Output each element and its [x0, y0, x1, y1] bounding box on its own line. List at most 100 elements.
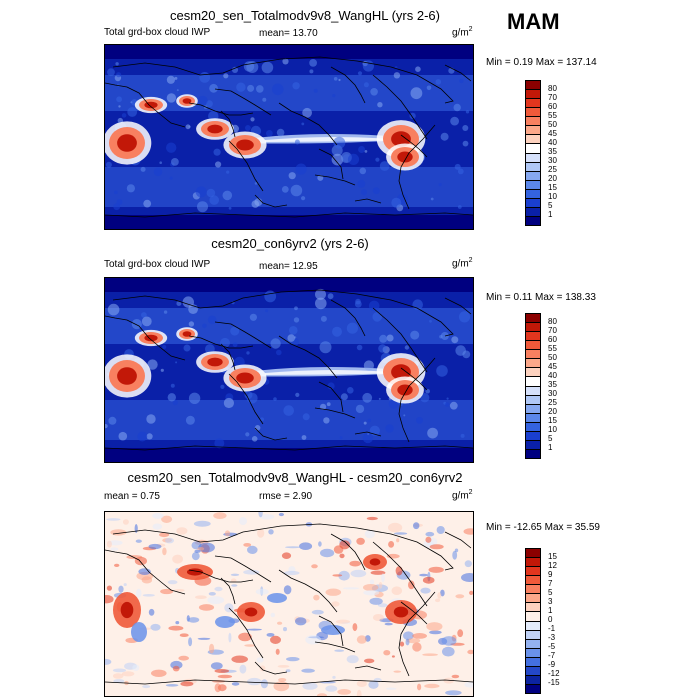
field-blob — [430, 197, 434, 201]
itcz-band — [265, 370, 405, 375]
coastline — [372, 307, 428, 373]
anomaly-blob — [332, 675, 336, 679]
colorbar-swatch — [526, 189, 540, 199]
anomaly-blob — [170, 660, 183, 670]
midlatitude-band — [105, 167, 473, 207]
field-blob — [465, 110, 470, 114]
anomaly-blob — [384, 622, 393, 626]
field-blob — [141, 316, 152, 327]
field-blob — [357, 179, 366, 188]
colorbar-swatch — [526, 567, 540, 577]
anomaly-blob — [364, 529, 375, 539]
colorbar-level-label: 7 — [548, 579, 553, 588]
convective-core — [397, 151, 413, 163]
field-blob — [317, 174, 324, 181]
field-blob — [214, 438, 225, 449]
anomaly-blob — [469, 590, 473, 595]
anomaly-blob — [152, 523, 162, 530]
field-blob — [302, 413, 310, 421]
anomaly-blob — [320, 548, 335, 558]
anomaly-blob — [437, 592, 442, 599]
coastline — [214, 555, 272, 583]
field-blob — [295, 163, 307, 175]
field-blob — [313, 88, 318, 93]
field-blob — [166, 142, 177, 153]
anomaly-blob — [268, 529, 274, 535]
field-blob — [205, 100, 213, 108]
map-background — [105, 512, 473, 696]
anomaly-blob — [168, 625, 184, 631]
anomaly-blob — [301, 668, 315, 673]
field-blob — [454, 163, 461, 170]
field-blob — [283, 405, 294, 416]
anomaly-blob — [256, 657, 264, 663]
coastline — [254, 661, 288, 675]
field-blob — [320, 403, 327, 410]
field-blob — [415, 66, 421, 72]
anomaly-blob — [247, 545, 258, 554]
field-blob — [372, 187, 380, 195]
anomaly-blob — [369, 579, 375, 585]
field-blob — [147, 359, 158, 370]
field-blob — [331, 153, 344, 166]
anomaly-blob — [247, 677, 262, 686]
colorbar-swatch — [526, 621, 540, 631]
coastline — [400, 367, 428, 391]
panel-3-minmax: Min = -12.65 Max = 35.59 — [486, 522, 600, 533]
convective-core — [182, 98, 192, 104]
anomaly-blob — [339, 553, 345, 559]
anomaly-blob — [162, 547, 167, 556]
anomaly-blob — [463, 528, 473, 535]
anomaly-blob — [106, 585, 112, 591]
field-blob — [261, 61, 274, 74]
anomaly-blob — [356, 689, 362, 696]
anomaly-blob — [258, 512, 263, 518]
colorbar-swatch — [526, 648, 540, 658]
anomaly-blob — [372, 614, 384, 621]
anomaly-blob — [136, 588, 142, 598]
coastline — [105, 212, 473, 218]
anomaly-blob — [209, 643, 215, 654]
field-blob — [453, 103, 461, 112]
convective-core — [207, 124, 223, 134]
panel-2-minmax: Min = 0.11 Max = 138.33 — [486, 292, 596, 303]
anomaly-blob — [195, 595, 207, 599]
colorbar-swatch — [526, 440, 540, 450]
field-blob — [182, 296, 194, 308]
colorbar-swatch — [526, 576, 540, 586]
field-blob — [140, 166, 146, 172]
field-blob — [206, 188, 216, 198]
colorbar-level-label: 45 — [548, 362, 557, 371]
coastline — [112, 56, 454, 104]
colorbar-level-label: 5 — [548, 588, 553, 597]
colorbar-level-label: -1 — [548, 624, 556, 633]
colorbar-swatch — [526, 171, 540, 181]
coastline — [220, 343, 236, 371]
anomaly-blob — [106, 540, 112, 548]
colorbar-swatch — [526, 180, 540, 190]
anomaly-blob — [313, 594, 320, 601]
coastline — [444, 297, 472, 315]
anomaly-blob — [178, 655, 189, 661]
field-blob — [446, 397, 449, 400]
coastline — [278, 569, 338, 613]
field-blob — [451, 336, 459, 344]
anomaly-blob — [239, 664, 247, 674]
field-blob — [458, 311, 471, 323]
colorbar-swatch — [526, 594, 540, 604]
field-blob — [379, 334, 388, 343]
colorbar-swatch — [526, 413, 540, 423]
field-blob — [209, 83, 218, 93]
anomaly-blob — [238, 632, 252, 642]
anomaly-blob — [419, 573, 428, 577]
colorbar-swatch — [526, 144, 540, 154]
field-blob — [127, 107, 138, 117]
field-blob — [358, 146, 366, 153]
field-blob — [118, 105, 121, 108]
field-blob — [137, 431, 148, 442]
field-blob — [377, 102, 383, 108]
panel-1-map — [104, 44, 474, 230]
anomaly-blob — [175, 621, 180, 625]
colorbar-swatch — [526, 630, 540, 640]
